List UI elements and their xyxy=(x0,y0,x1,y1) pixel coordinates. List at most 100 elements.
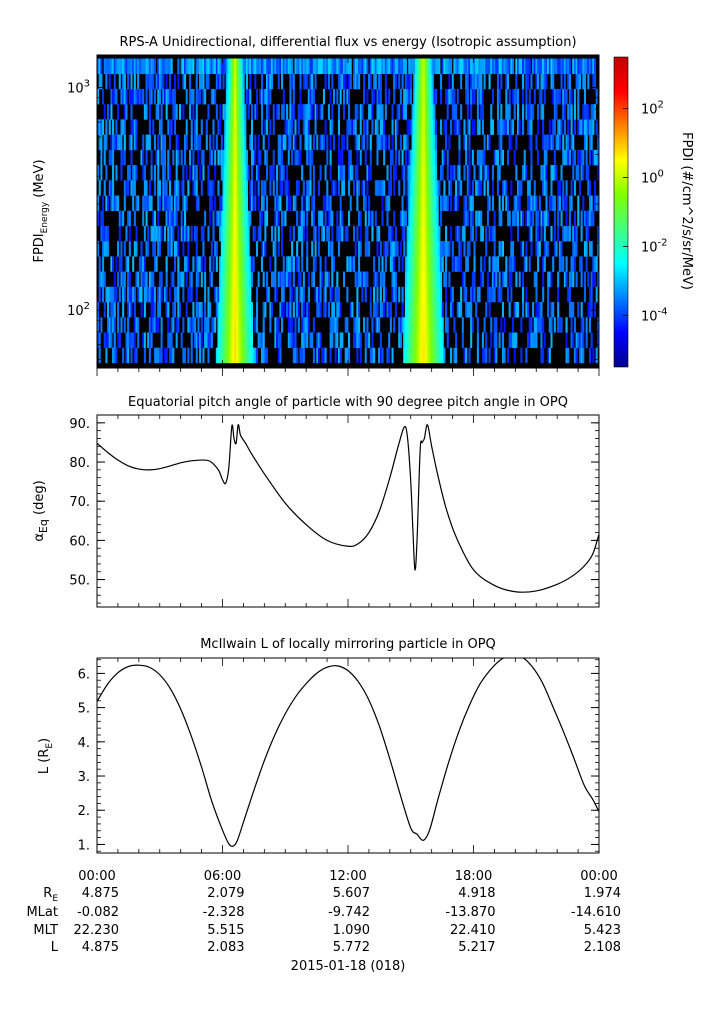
spectrogram-cell xyxy=(132,195,135,211)
spectrogram-cell xyxy=(414,180,418,196)
spectrogram-cell xyxy=(301,286,304,303)
spectrogram-cell xyxy=(202,149,205,166)
spectrogram-cell xyxy=(428,332,431,348)
spectrogram-cell xyxy=(458,225,461,242)
spectrogram-cell xyxy=(342,58,346,75)
spectrogram-cell xyxy=(294,195,297,211)
spectrogram-cell xyxy=(200,225,203,242)
spectrogram-cell xyxy=(520,317,523,333)
spectrogram-cell xyxy=(172,347,175,364)
spectrogram-cell xyxy=(311,58,314,75)
spectrogram-cell xyxy=(416,134,419,151)
spectrogram-cell xyxy=(403,332,406,348)
spectrogram-cell xyxy=(426,165,429,181)
spectrogram-cell xyxy=(440,317,443,333)
spectrogram-cell xyxy=(348,332,351,348)
spectrogram-cell xyxy=(339,195,342,211)
spectrogram-cell xyxy=(142,195,145,211)
spectrogram-cell xyxy=(423,104,426,120)
spectrogram-cell xyxy=(107,58,110,75)
spectrogram-cell xyxy=(408,165,411,181)
spectrogram-cell xyxy=(230,58,233,75)
spectrogram-cell xyxy=(597,134,599,151)
spectrogram-cell xyxy=(426,286,429,303)
spectrogram-cell xyxy=(266,58,269,75)
spectrogram-cell xyxy=(306,301,309,318)
spectrogram-cell xyxy=(588,241,592,257)
spectrogram-cell xyxy=(416,210,419,227)
spectrogram-cell xyxy=(535,195,538,211)
spectrogram-cell xyxy=(552,73,555,90)
spectrogram-cell xyxy=(426,301,429,318)
spectrogram-cell xyxy=(421,301,424,318)
spectrogram-cell xyxy=(296,301,299,318)
spectrogram-cell xyxy=(588,58,592,75)
spectrogram-cell xyxy=(230,271,233,288)
spectrogram-cell xyxy=(162,73,165,90)
spectrogram-cell xyxy=(525,241,528,257)
spectrogram-cell xyxy=(207,73,210,90)
spectrogram-cell xyxy=(424,256,428,272)
spectrogram-cell xyxy=(167,195,170,211)
spectrogram-cell xyxy=(555,104,558,120)
spectrogram-cell xyxy=(301,104,304,120)
spectrogram-cell xyxy=(436,286,439,303)
spectrogram-cell xyxy=(326,58,329,75)
spectrogram-cell xyxy=(353,332,356,348)
spectrogram-cell xyxy=(262,301,265,318)
spectrogram-cell xyxy=(317,332,320,348)
spectrogram-cell xyxy=(587,271,590,288)
spectrogram-cell xyxy=(451,301,454,318)
ephemeris-value: -2.328 xyxy=(203,905,245,920)
spectrogram-cell xyxy=(418,134,421,151)
spectrogram-cell xyxy=(142,134,145,151)
spectrogram-cell xyxy=(496,256,499,272)
spectrogram-cell xyxy=(339,165,342,181)
spectrogram-cell xyxy=(145,73,148,90)
spectrogram-cell xyxy=(560,256,563,272)
spectrogram-cell xyxy=(346,317,349,333)
spectrogram-cell xyxy=(329,165,332,181)
spectrogram-cell xyxy=(438,180,441,196)
spectrogram-cell xyxy=(168,195,172,211)
spectrogram-cell xyxy=(128,165,131,181)
spectrogram-cell xyxy=(103,332,106,348)
spectrogram-cell xyxy=(237,58,240,75)
spectrogram-cell xyxy=(528,256,531,272)
spectrogram-cell xyxy=(115,347,118,364)
spectrogram-cell xyxy=(433,104,436,120)
spectrogram-cell xyxy=(160,149,163,166)
spectrogram-cell xyxy=(103,180,106,196)
spectrogram-cell xyxy=(122,73,125,90)
spectrogram-cell xyxy=(455,195,458,211)
spectrogram-cell xyxy=(331,271,334,288)
spectrogram-cell xyxy=(100,149,103,166)
spectrogram-cell xyxy=(580,256,583,272)
spectrogram-cell xyxy=(421,180,424,196)
colorbar-tick-exp: 2 xyxy=(658,100,664,111)
spectrogram-cell xyxy=(588,149,592,166)
spectrogram-cell xyxy=(515,301,518,318)
spectrogram-cell xyxy=(224,332,227,348)
spectrogram-cell xyxy=(498,165,501,181)
spectrogram-cell xyxy=(189,271,192,288)
spectrogram-cell xyxy=(336,317,339,333)
spectrogram-cell xyxy=(239,180,242,196)
spectrogram-cell xyxy=(123,271,126,288)
spectrogram-cell xyxy=(587,58,590,75)
spectrogram-cell xyxy=(515,134,518,151)
spectrogram-cell xyxy=(471,210,474,227)
spectrogram-cell xyxy=(113,73,116,90)
spectrogram-cell xyxy=(225,286,228,303)
spectrogram-cell xyxy=(424,332,428,348)
spectrogram-cell xyxy=(440,286,443,303)
spectrogram-cell xyxy=(413,165,416,181)
spectrogram-cell xyxy=(418,271,421,288)
spectrogram-cell xyxy=(573,210,576,227)
spectrogram-cell xyxy=(511,317,515,333)
spectrogram-cell xyxy=(257,225,260,242)
spectrogram-cell xyxy=(448,271,451,288)
spectrogram-cell xyxy=(476,317,479,333)
spectrogram-cell xyxy=(234,317,237,333)
